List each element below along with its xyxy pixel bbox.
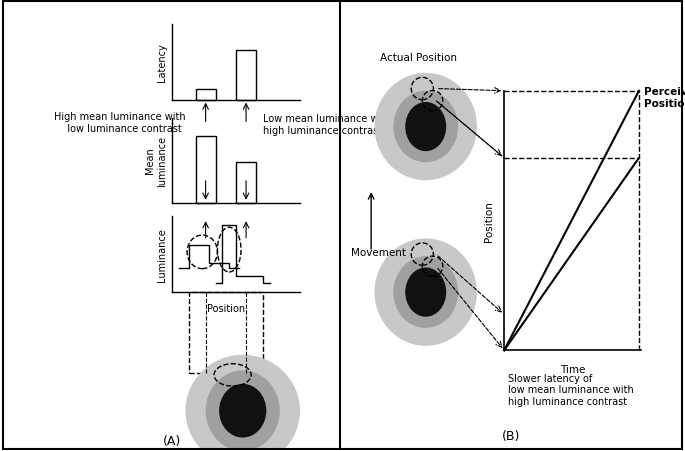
Bar: [189, 292, 263, 373]
Bar: [236, 51, 256, 101]
Text: Time: Time: [560, 364, 585, 374]
Text: Latency: Latency: [157, 43, 167, 82]
Ellipse shape: [186, 355, 300, 451]
Text: Luminance: Luminance: [157, 228, 167, 281]
Bar: [236, 163, 256, 203]
Ellipse shape: [375, 239, 477, 346]
Ellipse shape: [393, 92, 458, 163]
Text: Position: Position: [484, 201, 494, 241]
Ellipse shape: [406, 103, 446, 152]
Ellipse shape: [219, 384, 266, 437]
Bar: [195, 89, 216, 101]
Text: Mean
luminance: Mean luminance: [145, 135, 167, 186]
Ellipse shape: [206, 371, 279, 451]
Text: (B): (B): [502, 429, 520, 442]
Ellipse shape: [393, 257, 458, 328]
Text: Position: Position: [207, 304, 245, 313]
Ellipse shape: [406, 268, 446, 317]
Text: High mean luminance with
   low luminance contrast: High mean luminance with low luminance c…: [54, 112, 186, 133]
Text: Slower latency of
low mean luminance with
high luminance contrast: Slower latency of low mean luminance wit…: [508, 373, 634, 406]
Text: Movement: Movement: [351, 247, 406, 257]
Text: Actual Position: Actual Position: [380, 53, 458, 63]
Ellipse shape: [375, 74, 477, 181]
Text: Low mean luminance with
high luminance contrast: Low mean luminance with high luminance c…: [263, 114, 391, 135]
Bar: [195, 136, 216, 203]
Text: (A): (A): [163, 433, 181, 446]
Text: Perceived
Position: Perceived Position: [644, 87, 685, 109]
